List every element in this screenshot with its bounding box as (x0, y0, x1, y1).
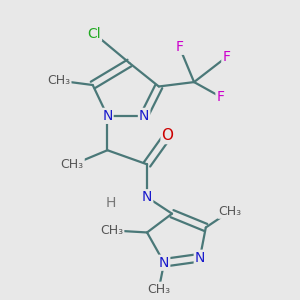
Text: N: N (142, 190, 152, 204)
Text: H: H (106, 196, 116, 209)
Text: CH₃: CH₃ (147, 283, 170, 296)
Text: F: F (176, 40, 183, 54)
Text: N: N (102, 109, 112, 123)
Text: N: N (159, 256, 169, 270)
Text: F: F (217, 90, 224, 104)
Text: CH₃: CH₃ (100, 224, 123, 237)
Text: F: F (222, 50, 230, 64)
Text: CH₃: CH₃ (61, 158, 84, 171)
Text: CH₃: CH₃ (218, 205, 242, 218)
Text: CH₃: CH₃ (47, 74, 70, 87)
Text: N: N (195, 251, 205, 265)
Text: O: O (162, 128, 174, 143)
Text: Cl: Cl (87, 27, 101, 40)
Text: N: N (139, 109, 149, 123)
